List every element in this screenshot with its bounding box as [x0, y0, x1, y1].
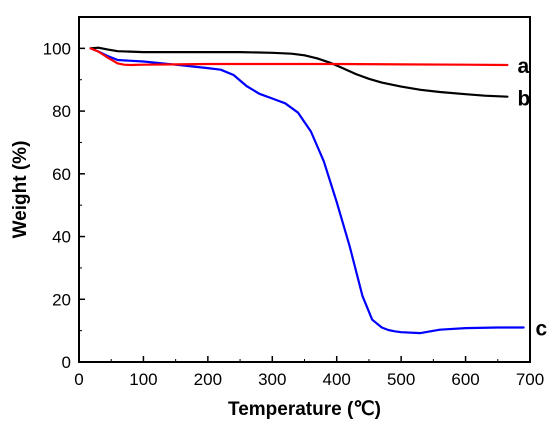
y-tick-label: 0 [62, 353, 71, 372]
x-tick-label: 600 [451, 370, 479, 389]
series-label-a: a [517, 55, 529, 78]
y-tick-label: 20 [52, 290, 71, 309]
x-tick-label: 100 [129, 370, 157, 389]
x-tick-label: 200 [194, 370, 222, 389]
series-label-b: b [517, 88, 530, 111]
y-tick-label: 80 [52, 102, 71, 121]
x-tick-label: 300 [258, 370, 286, 389]
x-axis-ticks: 0 100 200 300 400 500 600 700 [74, 356, 544, 389]
series-layer [89, 46, 525, 335]
series-line-b [89, 46, 509, 98]
plot-frame [78, 16, 531, 363]
series-label-c: c [536, 318, 548, 341]
x-tick-label: 400 [323, 370, 351, 389]
x-tick-label: 0 [74, 370, 83, 389]
y-tick-label: 100 [43, 39, 71, 58]
y-axis-title: Weight (%) [10, 141, 31, 239]
series-line-a [89, 47, 509, 67]
series-labels: ab c [517, 55, 547, 341]
series-line-c [89, 47, 525, 335]
y-tick-label: 40 [52, 228, 71, 247]
x-axis-title: Temperature (℃) [228, 399, 381, 420]
x-tick-label: 500 [387, 370, 415, 389]
y-axis-ticks: 0 20 40 60 80 100 [43, 39, 85, 372]
y-tick-label: 60 [52, 165, 71, 184]
x-tick-label: 700 [516, 370, 544, 389]
